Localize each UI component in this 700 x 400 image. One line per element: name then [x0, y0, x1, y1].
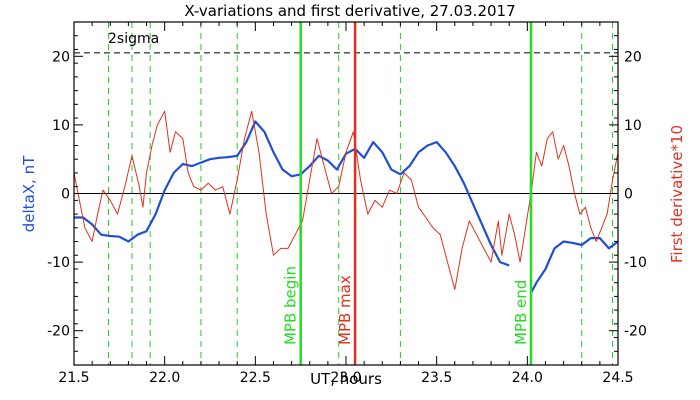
y-tick-label-left-2: 0	[61, 187, 70, 203]
y-tick-label-right-1: -10	[624, 255, 647, 271]
axis-ticks: 21.5 22.0 22.5 23.0 23.5 24.0 24.5 -20 -10 0 10 20 -…	[47, 21, 647, 386]
y-tick-label-left-3: 10	[52, 118, 70, 134]
y-axis-label-right: First derivative*10	[668, 125, 686, 263]
y-tick-label-right-2: 0	[624, 187, 633, 203]
x-tick-label-2: 22.5	[240, 370, 271, 386]
y-tick-label-right-4: 20	[624, 49, 642, 65]
x-tick-label-3: 23.0	[330, 370, 361, 386]
marker-label-mpb-max: MPB max	[336, 275, 354, 345]
chart-title: X-variations and first derivative, 27.03…	[184, 2, 515, 20]
y-tick-label-right-0: -20	[624, 324, 647, 340]
x-tick-label-4: 23.5	[421, 370, 452, 386]
y-tick-label-right-3: 10	[624, 118, 642, 134]
marker-label-mpb-end: MPB end	[512, 280, 530, 345]
x-tick-label-0: 21.5	[58, 370, 89, 386]
plot-area: MPB begin MPB max MPB end	[73, 22, 619, 365]
y-tick-label-left-1: -10	[47, 255, 70, 271]
series-line-derivative	[73, 110, 619, 290]
y-tick-label-left-4: 20	[52, 49, 70, 65]
y-tick-label-left-0: -20	[47, 324, 70, 340]
series-line-deltax	[74, 120, 619, 294]
x-tick-label-1: 22.0	[149, 370, 180, 386]
x-axis-label: UT, hours	[310, 370, 382, 388]
y-axis-label-left: deltaX, nT	[20, 155, 38, 232]
marker-label-mpb-begin: MPB begin	[282, 266, 300, 345]
x-tick-label-6: 24.5	[602, 370, 633, 386]
x-tick-label-5: 24.0	[512, 370, 543, 386]
sigma-label: 2sigma	[108, 31, 159, 47]
